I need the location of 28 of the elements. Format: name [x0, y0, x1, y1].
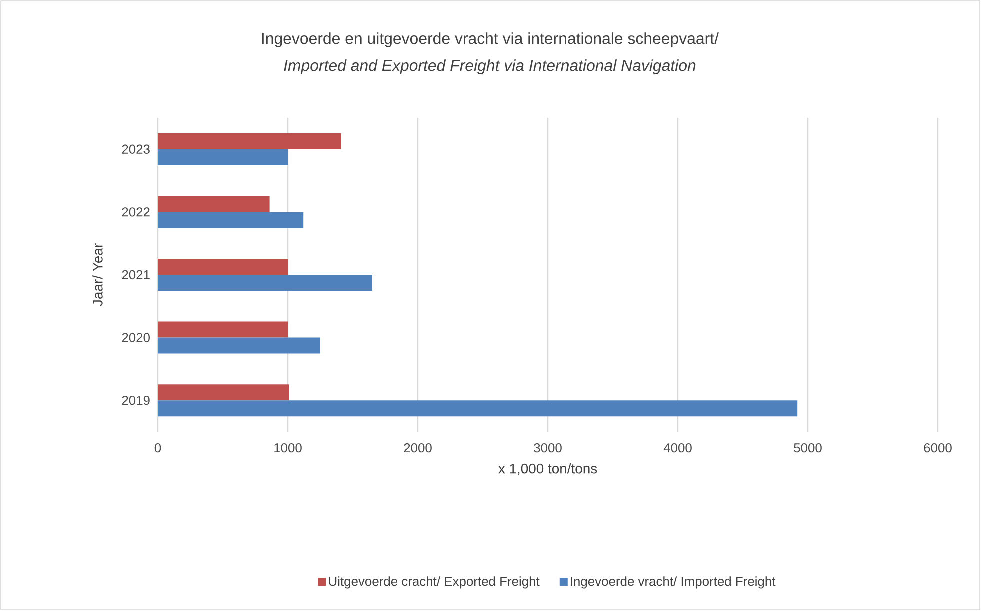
- bar: [158, 258, 288, 275]
- legend-label: Uitgevoerde cracht/ Exported Freight: [329, 576, 540, 589]
- x-tick-label: 0: [154, 444, 162, 453]
- chart-subtitle: Imported and Exported Freight via International Navigation: [284, 60, 696, 74]
- chart-title: Ingevoerde en uitgevoerde vracht via internationale scheepvaart/: [262, 32, 719, 48]
- x-tick-label: 4000: [664, 444, 692, 453]
- legend-label: Ingevoerde vracht/ Imported Freight: [571, 576, 776, 589]
- bar: [158, 400, 798, 417]
- bar: [158, 149, 288, 166]
- x-tick-label: 6000: [924, 444, 952, 453]
- y-tick-label: 2023: [122, 144, 150, 154]
- y-tick-label: 2022: [122, 208, 150, 217]
- y-tick-label: 2020: [122, 333, 150, 342]
- y-tick-label: 2019: [122, 396, 150, 406]
- x-tick-label: 5000: [794, 444, 822, 453]
- bar: [158, 322, 288, 338]
- x-tick-label: 1000: [274, 444, 302, 453]
- bar: [158, 274, 373, 291]
- y-tick-label: 2021: [122, 270, 150, 280]
- y-axis-title: Jaar/ Year: [92, 244, 103, 306]
- bar: [158, 196, 270, 212]
- x-tick-label: 2000: [404, 444, 432, 453]
- bar: [158, 338, 321, 354]
- bar: [158, 384, 290, 401]
- bar: [158, 133, 342, 150]
- bar: [158, 212, 304, 228]
- x-axis-title: x 1,000 ton/tons: [498, 464, 598, 476]
- x-tick-label: 3000: [534, 444, 562, 453]
